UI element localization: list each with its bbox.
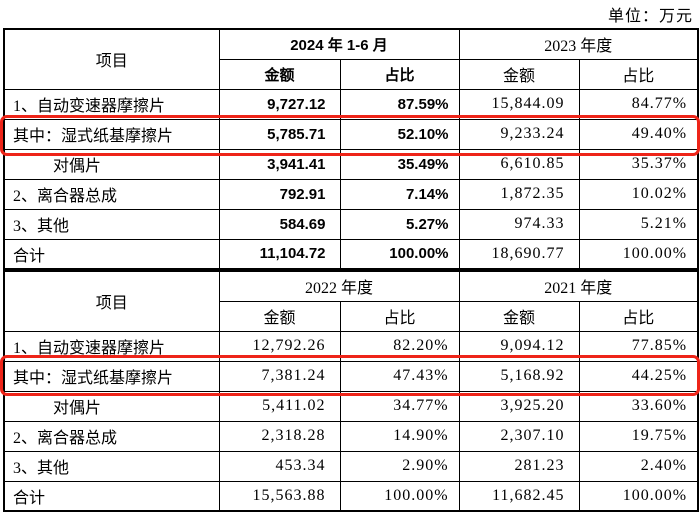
cell-ratio: 5.27% bbox=[339, 208, 460, 240]
row-clutch-assembly: 2、离合器总成 792.91 7.14% 1,872.35 10.02% bbox=[3, 178, 699, 210]
cell-ratio: 35.37% bbox=[578, 148, 699, 180]
cell-label: 1、自动变速器摩擦片 bbox=[3, 330, 220, 362]
cell-label: 对偶片 bbox=[3, 390, 220, 422]
cell-amount: 584.69 bbox=[218, 208, 341, 240]
cell-amount: 18,690.77 bbox=[458, 238, 580, 270]
header-row-periods: 项目 2024 年 1-6 月 2023 年度 bbox=[3, 28, 699, 90]
cell-amount: 2,318.28 bbox=[218, 420, 341, 452]
cell-label: 合计 bbox=[3, 480, 220, 512]
cell-amount: 1,872.35 bbox=[458, 178, 580, 210]
cell-ratio: 82.20% bbox=[339, 330, 460, 362]
cell-amount: 11,104.72 bbox=[218, 238, 341, 270]
cell-label: 其中：湿式纸基摩擦片 bbox=[3, 360, 220, 392]
header-ratio-2022: 占比 bbox=[339, 300, 460, 332]
cell-label: 对偶片 bbox=[3, 148, 220, 180]
cell-ratio: 19.75% bbox=[578, 420, 699, 452]
cell-ratio: 87.59% bbox=[339, 88, 460, 120]
cell-ratio: 33.60% bbox=[578, 390, 699, 422]
revenue-tables: 项目 2024 年 1-6 月 2023 年度 金额 占比 金额 占比 1、自动… bbox=[0, 28, 700, 512]
cell-label: 合计 bbox=[3, 238, 220, 270]
cell-amount: 9,233.24 bbox=[458, 118, 580, 150]
cell-ratio: 2.40% bbox=[578, 450, 699, 482]
cell-amount: 792.91 bbox=[218, 178, 341, 210]
cell-ratio: 44.25% bbox=[578, 360, 699, 392]
cell-label: 2、离合器总成 bbox=[3, 420, 220, 452]
cell-amount: 5,785.71 bbox=[218, 118, 341, 150]
cell-amount: 2,307.10 bbox=[458, 420, 580, 452]
cell-amount: 453.34 bbox=[218, 450, 341, 482]
header-row-subcolumns: 金额 占比 金额 占比 bbox=[4, 300, 699, 332]
cell-ratio: 84.77% bbox=[578, 88, 699, 120]
header-row-periods: 项目 2022 年度 2021 年度 bbox=[3, 270, 699, 332]
cell-amount: 6,610.85 bbox=[458, 148, 580, 180]
row-total: 合计 15,563.88 100.00% 11,682.45 100.00% bbox=[3, 480, 699, 512]
row-auto-transmission-friction: 1、自动变速器摩擦片 9,727.12 87.59% 15,844.09 84.… bbox=[3, 88, 699, 120]
cell-amount: 974.33 bbox=[458, 208, 580, 240]
row-auto-transmission-friction: 1、自动变速器摩擦片 12,792.26 82.20% 9,094.12 77.… bbox=[3, 330, 699, 362]
row-other: 3、其他 453.34 2.90% 281.23 2.40% bbox=[3, 450, 699, 482]
header-period-2024: 2024 年 1-6 月 bbox=[218, 28, 460, 60]
row-other: 3、其他 584.69 5.27% 974.33 5.21% bbox=[3, 208, 699, 240]
unit-label: 单位：万元 bbox=[607, 8, 693, 25]
cell-label: 2、离合器总成 bbox=[3, 178, 220, 210]
header-period-2022: 2022 年度 bbox=[218, 270, 460, 302]
header-amount-2023: 金额 bbox=[458, 58, 580, 90]
cell-ratio: 100.00% bbox=[578, 238, 699, 270]
cell-amount: 9,094.12 bbox=[458, 330, 580, 362]
table-2024-2023: 项目 2024 年 1-6 月 2023 年度 金额 占比 金额 占比 1、自动… bbox=[3, 28, 700, 270]
cell-amount: 3,925.20 bbox=[458, 390, 580, 422]
header-item: 项目 bbox=[3, 270, 220, 332]
cell-ratio: 47.43% bbox=[339, 360, 460, 392]
cell-ratio: 35.49% bbox=[339, 148, 460, 180]
row-clutch-assembly: 2、离合器总成 2,318.28 14.90% 2,307.10 19.75% bbox=[3, 420, 699, 452]
header-item: 项目 bbox=[3, 28, 220, 90]
cell-ratio: 7.14% bbox=[339, 178, 460, 210]
header-row-subcolumns: 金额 占比 金额 占比 bbox=[4, 58, 699, 90]
cell-ratio: 2.90% bbox=[339, 450, 460, 482]
cell-ratio: 77.85% bbox=[578, 330, 699, 362]
header-ratio-2021: 占比 bbox=[578, 300, 699, 332]
cell-amount: 5,168.92 bbox=[458, 360, 580, 392]
cell-amount: 12,792.26 bbox=[218, 330, 341, 362]
cell-amount: 11,682.45 bbox=[458, 480, 580, 512]
cell-amount: 15,563.88 bbox=[218, 480, 341, 512]
header-ratio-2023: 占比 bbox=[578, 58, 699, 90]
row-wet-paper-friction: 其中：湿式纸基摩擦片 5,785.71 52.10% 9,233.24 49.4… bbox=[3, 118, 699, 150]
cell-label: 其中：湿式纸基摩擦片 bbox=[3, 118, 220, 150]
cell-label: 1、自动变速器摩擦片 bbox=[3, 88, 220, 120]
cell-ratio: 10.02% bbox=[578, 178, 699, 210]
cell-label: 3、其他 bbox=[3, 208, 220, 240]
header-period-2023: 2023 年度 bbox=[458, 28, 699, 60]
row-total: 合计 11,104.72 100.00% 18,690.77 100.00% bbox=[3, 238, 699, 270]
cell-ratio: 52.10% bbox=[339, 118, 460, 150]
row-counterpart-plate: 对偶片 5,411.02 34.77% 3,925.20 33.60% bbox=[3, 390, 699, 422]
cell-amount: 5,411.02 bbox=[218, 390, 341, 422]
cell-ratio: 100.00% bbox=[578, 480, 699, 512]
header-amount-2022: 金额 bbox=[218, 300, 341, 332]
cell-amount: 15,844.09 bbox=[458, 88, 580, 120]
header-ratio-2024: 占比 bbox=[339, 58, 460, 90]
cell-ratio: 34.77% bbox=[339, 390, 460, 422]
header-period-2021: 2021 年度 bbox=[458, 270, 699, 302]
header-amount-2024: 金额 bbox=[218, 58, 341, 90]
cell-ratio: 5.21% bbox=[578, 208, 699, 240]
cell-ratio: 49.40% bbox=[578, 118, 699, 150]
cell-label: 3、其他 bbox=[3, 450, 220, 482]
cell-ratio: 100.00% bbox=[339, 480, 460, 512]
cell-ratio: 100.00% bbox=[339, 238, 460, 270]
cell-amount: 9,727.12 bbox=[218, 88, 341, 120]
cell-amount: 281.23 bbox=[458, 450, 580, 482]
row-wet-paper-friction: 其中：湿式纸基摩擦片 7,381.24 47.43% 5,168.92 44.2… bbox=[3, 360, 699, 392]
row-counterpart-plate: 对偶片 3,941.41 35.49% 6,610.85 35.37% bbox=[3, 148, 699, 180]
cell-amount: 3,941.41 bbox=[218, 148, 341, 180]
cell-amount: 7,381.24 bbox=[218, 360, 341, 392]
header-amount-2021: 金额 bbox=[458, 300, 580, 332]
cell-ratio: 14.90% bbox=[339, 420, 460, 452]
table-2022-2021: 项目 2022 年度 2021 年度 金额 占比 金额 占比 1、自动变速器摩擦… bbox=[3, 270, 700, 512]
